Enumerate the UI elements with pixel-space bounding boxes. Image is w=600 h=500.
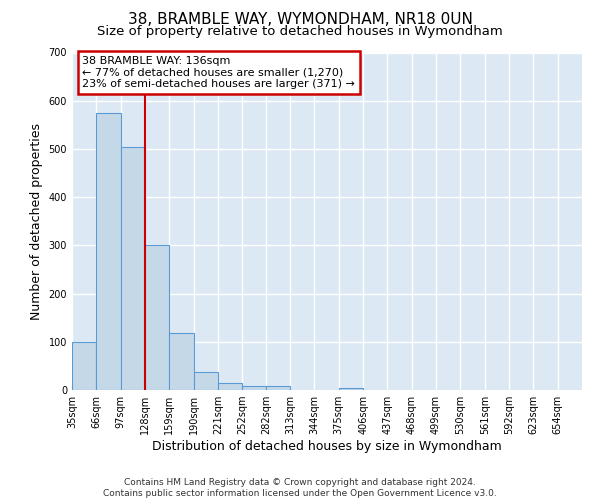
Text: 38 BRAMBLE WAY: 136sqm
← 77% of detached houses are smaller (1,270)
23% of semi-: 38 BRAMBLE WAY: 136sqm ← 77% of detached… [82, 56, 355, 89]
Bar [72, 342, 97, 390]
Bar [145, 246, 169, 390]
Y-axis label: Number of detached properties: Number of detached properties [30, 122, 43, 320]
Bar [266, 386, 290, 390]
Bar [218, 383, 242, 390]
Bar [339, 388, 363, 390]
Text: Size of property relative to detached houses in Wymondham: Size of property relative to detached ho… [97, 25, 503, 38]
Bar [194, 372, 218, 390]
X-axis label: Distribution of detached houses by size in Wymondham: Distribution of detached houses by size … [152, 440, 502, 453]
Text: Contains HM Land Registry data © Crown copyright and database right 2024.
Contai: Contains HM Land Registry data © Crown c… [103, 478, 497, 498]
Text: 38, BRAMBLE WAY, WYMONDHAM, NR18 0UN: 38, BRAMBLE WAY, WYMONDHAM, NR18 0UN [128, 12, 472, 28]
Bar [169, 333, 194, 390]
Bar [121, 146, 145, 390]
Bar [97, 113, 121, 390]
Bar [242, 386, 266, 390]
